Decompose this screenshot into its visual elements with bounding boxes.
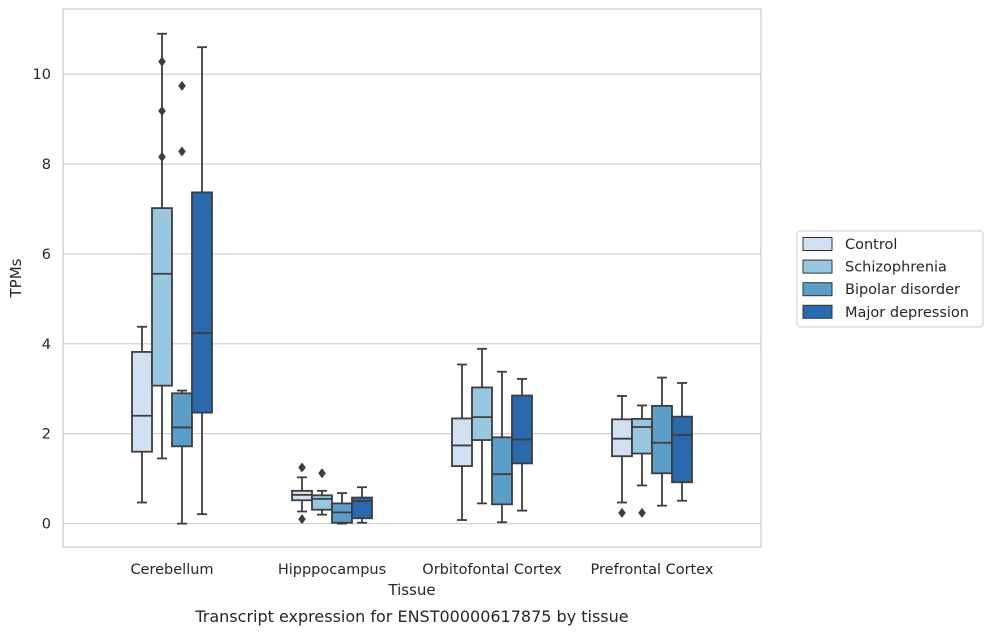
legend-label: Schizophrenia	[845, 260, 947, 276]
outlier-point	[178, 146, 186, 157]
chart-caption: Transcript expression for ENST0000061787…	[194, 607, 628, 626]
box	[651, 404, 673, 475]
box-group	[671, 382, 693, 502]
outlier-point	[618, 507, 626, 518]
box	[451, 417, 473, 467]
legend-frame	[796, 230, 984, 328]
box-group	[631, 404, 653, 518]
legend-label: Control	[845, 237, 897, 253]
outlier-point	[158, 151, 166, 162]
box	[471, 386, 493, 441]
box-group	[131, 325, 153, 504]
y-tick-label: 0	[42, 517, 51, 533]
y-tick-label: 2	[42, 427, 51, 443]
outlier-point	[298, 462, 306, 473]
x-tick-label: Cerebellum	[130, 562, 213, 578]
box	[631, 418, 653, 455]
legend-swatch	[802, 282, 833, 297]
legend-label: Bipolar disorder	[845, 282, 960, 298]
box-group	[451, 363, 473, 521]
boxes	[131, 32, 693, 525]
outlier-point	[298, 514, 306, 525]
y-tick-label: 10	[33, 67, 51, 83]
legend-label: Major depression	[845, 305, 969, 321]
outlier-point	[158, 56, 166, 67]
legend: Control Schizophrenia Bipolar disorder Majo…	[796, 230, 984, 328]
box-group	[191, 46, 213, 516]
box	[511, 394, 533, 465]
x-axis-label: Tissue	[387, 581, 435, 599]
box-group	[611, 395, 633, 518]
plot-area	[62, 8, 762, 548]
box-group	[171, 80, 193, 525]
box	[131, 351, 153, 453]
outlier-point	[158, 106, 166, 117]
legend-swatch	[802, 304, 833, 319]
box-group	[151, 32, 173, 460]
outlier-point	[638, 507, 646, 518]
x-tick-label: Orbitofontal Cortex	[422, 562, 562, 578]
box	[491, 436, 513, 506]
y-tick-label: 4	[42, 337, 51, 353]
legend-swatch	[802, 259, 833, 274]
box-group	[351, 486, 373, 524]
y-axis-label: TPMs	[7, 258, 25, 298]
box	[171, 392, 193, 448]
y-tick-label: 8	[42, 157, 51, 173]
box-group	[491, 370, 513, 524]
box-group	[471, 347, 493, 505]
outlier-point	[178, 80, 186, 91]
box	[191, 191, 213, 414]
legend-swatch	[802, 237, 833, 251]
box	[671, 415, 693, 484]
x-tick-label: Prefrontal Cortex	[591, 562, 714, 578]
box	[351, 496, 373, 520]
outlier-point	[318, 468, 326, 479]
box	[311, 494, 333, 511]
y-tick-labels: 0 2 4 6 8 10	[33, 67, 51, 532]
y-tick-label: 6	[42, 247, 51, 263]
box-group	[331, 492, 353, 525]
box-group	[511, 378, 533, 512]
x-tick-labels: Cerebellum Hipppocampus Orbitofontal Corte…	[130, 562, 713, 578]
x-tick-label: Hipppocampus	[278, 562, 386, 578]
box	[151, 207, 173, 387]
